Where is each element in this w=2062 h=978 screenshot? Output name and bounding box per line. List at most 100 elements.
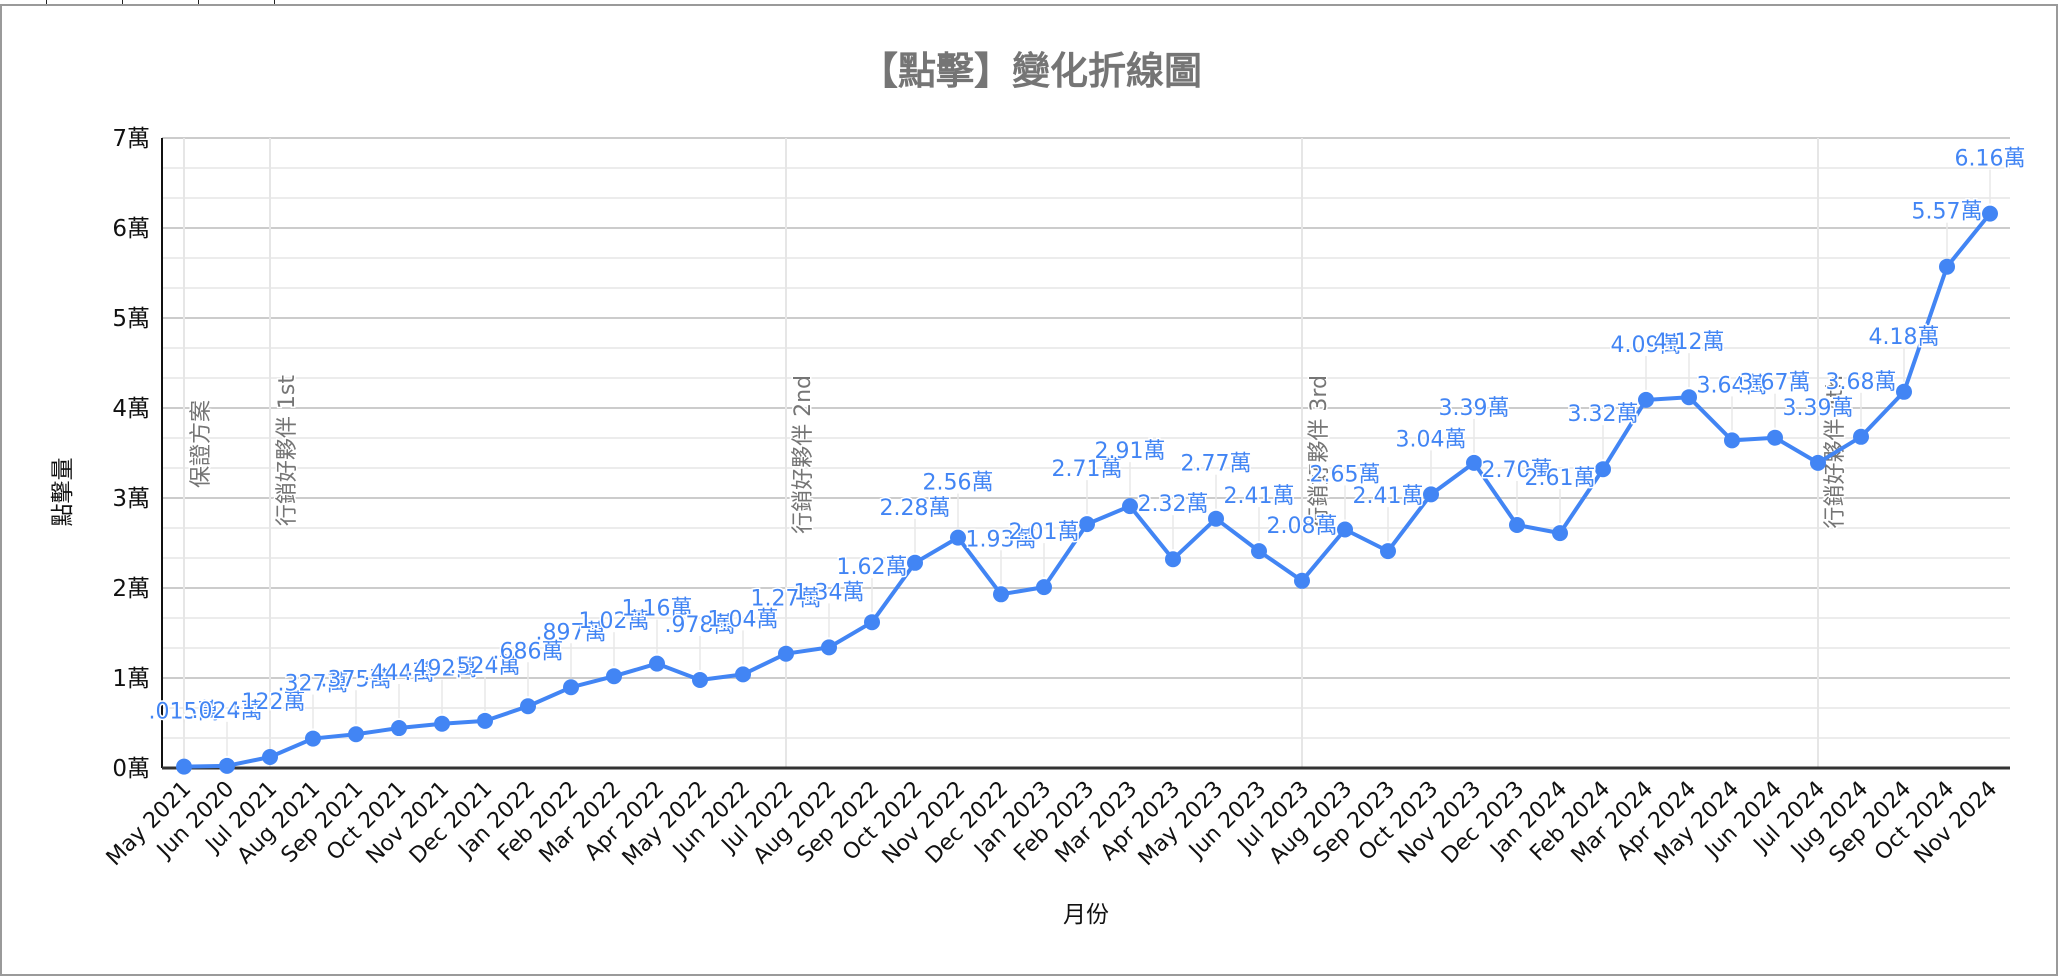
annotation-label: 行銷好夥伴 3rd: [1307, 375, 1332, 529]
annotation-label: 保證方案: [189, 400, 214, 488]
data-point[interactable]: [1638, 391, 1654, 408]
y-tick-label: 0萬: [112, 756, 150, 782]
data-point[interactable]: [1853, 428, 1869, 445]
data-labels: .015萬.024萬.122萬.327萬.375萬.444萬.492萬.524萬…: [147, 145, 2027, 757]
data-label: 3.32萬: [1568, 402, 1639, 427]
data-label: 2.71萬: [1052, 457, 1123, 482]
data-label: .122萬: [235, 690, 306, 715]
data-point[interactable]: [907, 554, 923, 571]
data-point[interactable]: [864, 614, 880, 631]
data-point[interactable]: [348, 726, 364, 743]
data-label: 3.68萬: [1826, 370, 1897, 395]
chart-container[interactable]: [0, 4, 2058, 976]
data-label: .444萬: [364, 661, 435, 686]
data-label: 1.62萬: [837, 555, 908, 580]
data-point[interactable]: [1423, 486, 1439, 503]
spreadsheet-column-strip: [0, 0, 2062, 4]
data-label: .492萬: [407, 657, 478, 682]
data-label: .024萬: [192, 699, 263, 724]
x-axis-title: 月份: [1063, 902, 1109, 928]
data-point[interactable]: [1724, 432, 1740, 449]
data-point[interactable]: [692, 671, 708, 688]
column-separator: [198, 0, 199, 4]
data-label: 2.08萬: [1267, 514, 1338, 539]
data-label: 5.57萬: [1912, 200, 1983, 225]
data-point[interactable]: [735, 666, 751, 683]
column-separator: [122, 0, 123, 4]
data-label: 4.09萬: [1611, 333, 1682, 358]
chart-title: 【點擊】變化折線圖: [860, 49, 1202, 93]
y-tick-label: 6萬: [112, 216, 150, 242]
data-point[interactable]: [1380, 543, 1396, 560]
data-point[interactable]: [649, 655, 665, 672]
annotation-label: 行銷好夥伴 4th: [1823, 375, 1848, 529]
data-point[interactable]: [1337, 521, 1353, 538]
data-label: 4.18萬: [1869, 325, 1940, 350]
data-point[interactable]: [778, 645, 794, 662]
y-tick-label: 2萬: [112, 576, 150, 602]
data-series: [176, 205, 1998, 775]
y-tick-label: 7萬: [112, 126, 150, 152]
data-point[interactable]: [477, 712, 493, 729]
data-point[interactable]: [434, 715, 450, 732]
column-separator: [274, 0, 275, 4]
data-label: 2.77萬: [1181, 452, 1252, 477]
data-label: 2.56萬: [923, 471, 994, 496]
data-label: 1.16萬: [622, 597, 693, 622]
data-label: 3.04萬: [1396, 427, 1467, 452]
data-label: .375萬: [321, 667, 392, 692]
data-point[interactable]: [391, 720, 407, 737]
y-axis-title: 點擊量: [50, 458, 76, 527]
y-tick-label: 3萬: [112, 486, 150, 512]
data-label: 3.67萬: [1740, 371, 1811, 396]
data-point[interactable]: [1595, 461, 1611, 478]
data-point[interactable]: [520, 698, 536, 715]
data-point[interactable]: [993, 586, 1009, 603]
data-point[interactable]: [606, 668, 622, 685]
data-label: 1.27萬: [751, 587, 822, 612]
data-label: 3.64萬: [1697, 373, 1768, 398]
data-point[interactable]: [1036, 579, 1052, 596]
data-label: 3.39萬: [1439, 396, 1510, 421]
data-point[interactable]: [1681, 389, 1697, 406]
data-label: .978萬: [665, 613, 736, 638]
data-point[interactable]: [1165, 551, 1181, 568]
data-point[interactable]: [176, 758, 192, 775]
data-label: 2.41萬: [1224, 484, 1295, 509]
data-label: 2.65萬: [1310, 463, 1381, 488]
data-point[interactable]: [262, 749, 278, 766]
y-tick-label: 1萬: [112, 666, 150, 692]
data-label: 2.01萬: [1009, 520, 1080, 545]
data-label: .686萬: [493, 639, 564, 664]
data-point[interactable]: [219, 757, 235, 774]
data-point[interactable]: [821, 639, 837, 656]
data-point[interactable]: [1294, 572, 1310, 589]
annotation-label: 行銷好夥伴 2nd: [791, 375, 816, 534]
data-point[interactable]: [1939, 258, 1955, 275]
data-point[interactable]: [1509, 517, 1525, 533]
data-point[interactable]: [1552, 525, 1568, 542]
data-point[interactable]: [1208, 510, 1224, 527]
column-separator: [46, 0, 47, 4]
data-point[interactable]: [563, 679, 579, 696]
data-label: 3.39萬: [1783, 396, 1854, 421]
data-point[interactable]: [1122, 498, 1138, 515]
data-point[interactable]: [305, 730, 321, 747]
data-point[interactable]: [1079, 516, 1095, 533]
data-label: 1.04萬: [708, 607, 779, 632]
data-point[interactable]: [1896, 383, 1912, 400]
data-label: 4.12萬: [1654, 330, 1725, 355]
data-label: .897萬: [536, 620, 607, 645]
annotation-label: 行銷好夥伴 1st: [275, 375, 300, 526]
data-point[interactable]: [1767, 429, 1783, 446]
y-tick-label: 5萬: [112, 306, 150, 332]
data-label: 6.16萬: [1955, 147, 2026, 172]
data-point[interactable]: [950, 529, 966, 546]
annotation-lines: 保證方案 行銷好夥伴 1st 行銷好夥伴 2nd 行銷好夥伴 3rd 行銷好夥伴 4th: [183, 138, 1850, 768]
data-point[interactable]: [1982, 205, 1998, 222]
data-label: 1.02萬: [579, 609, 650, 634]
data-point[interactable]: [1810, 454, 1826, 471]
data-point[interactable]: [1251, 543, 1267, 560]
data-point[interactable]: [1466, 454, 1482, 471]
